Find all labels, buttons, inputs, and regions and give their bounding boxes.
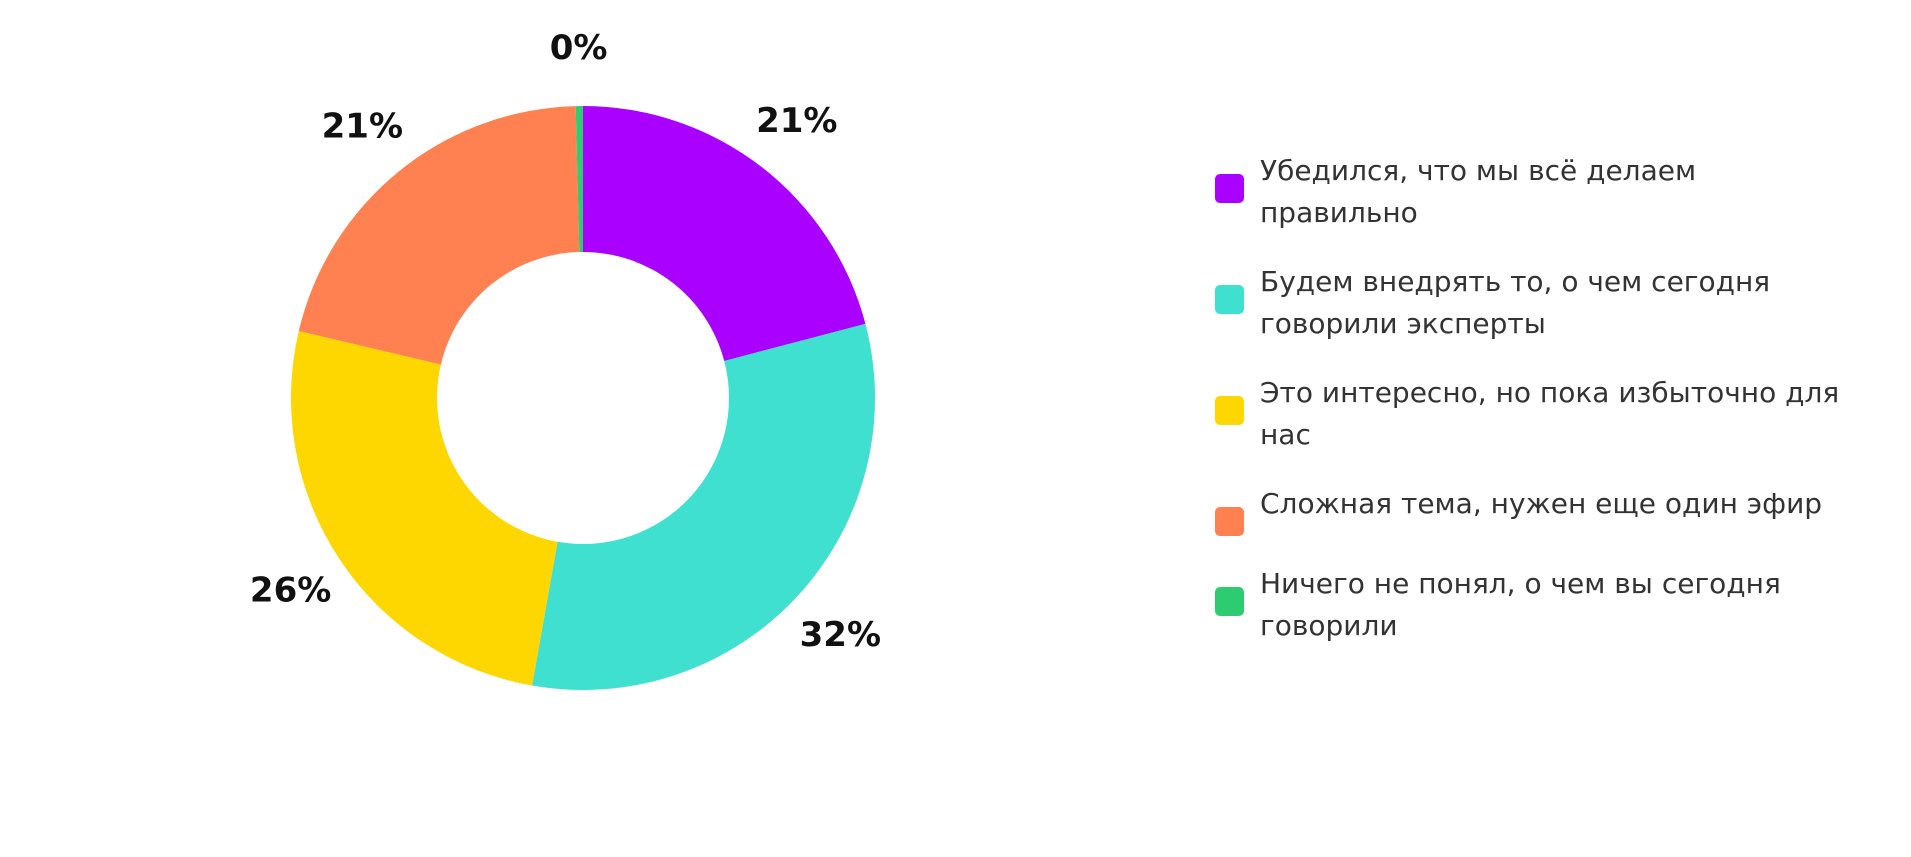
donut-slice <box>575 106 583 253</box>
slice-data-label: 0% <box>550 28 608 68</box>
labels-group: 21% 32% 26% 21% 0% <box>250 28 881 655</box>
legend-item: Сложная тема, нужен еще один эфир <box>1215 483 1855 536</box>
legend-item: Ничего не понял, о чем вы сегодня говори… <box>1215 563 1855 647</box>
slices-group <box>290 106 875 690</box>
legend-label: Сложная тема, нужен еще один эфир <box>1260 487 1823 520</box>
legend-label: Будем внедрять то, о чем сегодня говорил… <box>1260 265 1771 340</box>
legend-label: Это интересно, но пока избыточно для нас <box>1260 376 1840 451</box>
slice-data-label: 21% <box>322 106 403 146</box>
legend-label: Ничего не понял, о чем вы сегодня говори… <box>1260 567 1781 642</box>
slice-data-label: 32% <box>800 615 881 655</box>
legend-item: Будем внедрять то, о чем сегодня говорил… <box>1215 261 1855 345</box>
legend: Убедился, что мы всё делаем правильно Бу… <box>1215 150 1855 674</box>
legend-swatch <box>1215 587 1244 616</box>
slice-data-label: 21% <box>756 101 837 141</box>
legend-label: Убедился, что мы всё делаем правильно <box>1260 154 1697 229</box>
legend-swatch <box>1215 396 1244 425</box>
legend-swatch <box>1215 174 1244 203</box>
legend-item: Это интересно, но пока избыточно для нас <box>1215 372 1855 456</box>
donut-slice <box>583 106 866 361</box>
donut-slice <box>532 323 875 690</box>
legend-swatch <box>1215 285 1244 314</box>
donut-slice <box>290 330 558 686</box>
donut-slice <box>298 106 580 365</box>
legend-item: Убедился, что мы всё делаем правильно <box>1215 150 1855 234</box>
slice-data-label: 26% <box>250 570 331 610</box>
legend-swatch <box>1215 507 1244 536</box>
